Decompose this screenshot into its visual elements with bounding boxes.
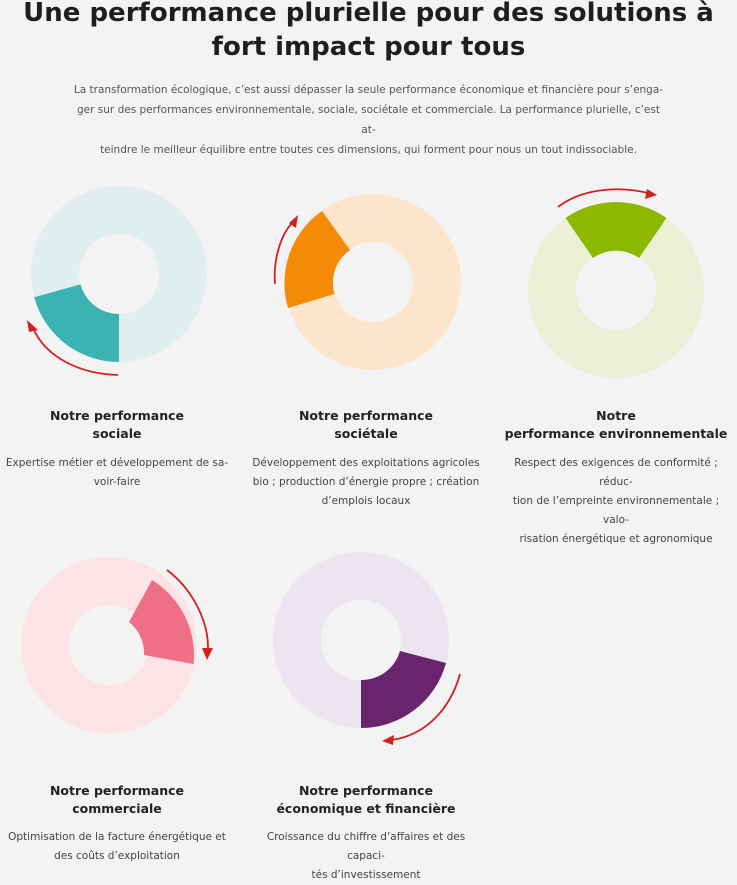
performance-sociale-title-line-1: Notre performance (49, 408, 185, 423)
performance-sociale-desc-line-2: voir-faire (93, 476, 141, 488)
intro-line-2: ger sur des performances environnemental… (77, 104, 660, 136)
performance-commerciale-description: Optimisation de la facture énergétique e… (1, 828, 233, 866)
arrowhead-environnementale-icon (645, 189, 657, 199)
performance-societale-title-line-2: sociétale (334, 426, 398, 441)
performance-economique: Notre performance économique et financiè… (250, 550, 482, 881)
intro-line-3: teindre le meilleur équilibre entre tout… (100, 144, 637, 156)
performance-commerciale-title-line-2: commerciale (72, 801, 162, 816)
donut-sociale-segment (34, 284, 120, 362)
donut-environnementale-icon (528, 188, 704, 378)
performance-commerciale-desc-line-2: des coûts d’exploitation (54, 850, 180, 862)
donut-commerciale-segment (129, 580, 194, 664)
performance-environnementale-title-line-1: Notre (596, 408, 636, 423)
arrowhead-commerciale-icon (202, 648, 213, 660)
donut-societale-segment (284, 211, 350, 308)
performance-sociale-title-line-2: sociale (92, 426, 142, 441)
performance-sociale: Notre performance sociale Expertise méti… (1, 170, 233, 500)
performance-sociale-title: Notre performance sociale (1, 407, 233, 443)
performance-economique-title-line-2: économique et financière (276, 801, 456, 816)
donut-sociale-icon (27, 186, 207, 376)
page-title-line-2: fort impact pour tous (211, 32, 526, 62)
performance-commerciale-title: Notre performance commerciale (1, 782, 233, 818)
arrowhead-societale-icon (289, 215, 298, 228)
performance-environnementale-desc-line-1: Respect des exigences de conformité ; ré… (514, 457, 718, 488)
arrowhead-economique-icon (382, 735, 394, 745)
performance-commerciale-desc-line-1: Optimisation de la facture énergétique e… (8, 831, 226, 843)
donut-economique-icon (273, 552, 461, 745)
performance-societale: Notre performance sociétale Développemen… (250, 170, 482, 520)
donut-commerciale-icon (21, 557, 213, 733)
performance-commerciale: Notre performance commerciale Optimisati… (1, 550, 233, 870)
performance-environnementale-desc-line-2: tion de l’empreinte environnementale ; v… (512, 495, 720, 526)
performance-commerciale-title-line-1: Notre performance (49, 783, 185, 798)
performance-economique-title-line-1: Notre performance (298, 783, 434, 798)
performance-economique-description: Croissance du chiffre d’affaires et des … (250, 828, 482, 885)
performance-societale-title-line-1: Notre performance (298, 408, 434, 423)
intro-paragraph: La transformation écologique, c’est auss… (70, 80, 667, 160)
performance-sociale-desc-line-1: Expertise métier et développement de sa- (5, 457, 229, 469)
performance-economique-title: Notre performance économique et financiè… (250, 782, 482, 818)
page-title-line-1: Une performance plurielle pour des solut… (23, 0, 714, 28)
arrow-environnementale-icon (557, 188, 649, 208)
performance-environnementale-title: Notre performance environnementale (500, 407, 732, 443)
arrowhead-sociale-icon (27, 320, 38, 332)
performance-societale-desc-line-3: d’emplois locaux (321, 495, 411, 507)
performance-societale-description: Développement des exploitations agricole… (250, 454, 482, 511)
intro-line-1: La transformation écologique, c’est auss… (73, 84, 664, 96)
performance-environnementale-description: Respect des exigences de conformité ; ré… (500, 454, 732, 549)
donut-environnementale-segment (565, 202, 667, 258)
performance-environnementale-desc-line-3: risation énergétique et agronomique (519, 533, 713, 545)
arrow-economique-icon (391, 673, 461, 741)
performance-sociale-description: Expertise métier et développement de sa-… (1, 454, 233, 492)
performance-societale-desc-line-1: Développement des exploitations agricole… (252, 457, 480, 469)
performance-economique-desc-line-1: Croissance du chiffre d’affaires et des … (266, 831, 466, 862)
donut-economique-segment (361, 651, 446, 728)
performance-societale-desc-line-2: bio ; production d’énergie propre ; créa… (252, 476, 480, 488)
arrow-commerciale-icon (166, 569, 209, 651)
performance-economique-desc-line-2: tés d’investissement (311, 869, 421, 881)
performance-societale-title: Notre performance sociétale (250, 407, 482, 443)
performance-environnementale-title-line-2: performance environnementale (504, 426, 728, 441)
arrow-societale-icon (273, 222, 293, 285)
performance-environnementale: Notre performance environnementale Respe… (500, 170, 732, 545)
arrow-sociale-icon (32, 327, 119, 376)
donut-societale-icon (273, 194, 461, 370)
page-title: Une performance plurielle pour des solut… (0, 0, 737, 64)
